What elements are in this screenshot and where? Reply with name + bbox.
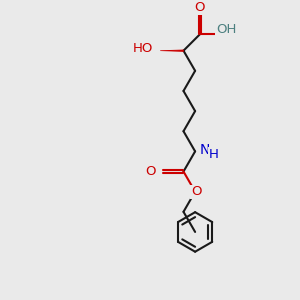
Text: N: N bbox=[200, 143, 210, 158]
Text: OH: OH bbox=[216, 23, 236, 36]
Text: O: O bbox=[191, 185, 201, 198]
Text: HO: HO bbox=[132, 42, 153, 55]
Text: H: H bbox=[209, 148, 219, 161]
Text: O: O bbox=[195, 1, 205, 14]
Polygon shape bbox=[160, 50, 184, 51]
Text: O: O bbox=[146, 165, 156, 178]
